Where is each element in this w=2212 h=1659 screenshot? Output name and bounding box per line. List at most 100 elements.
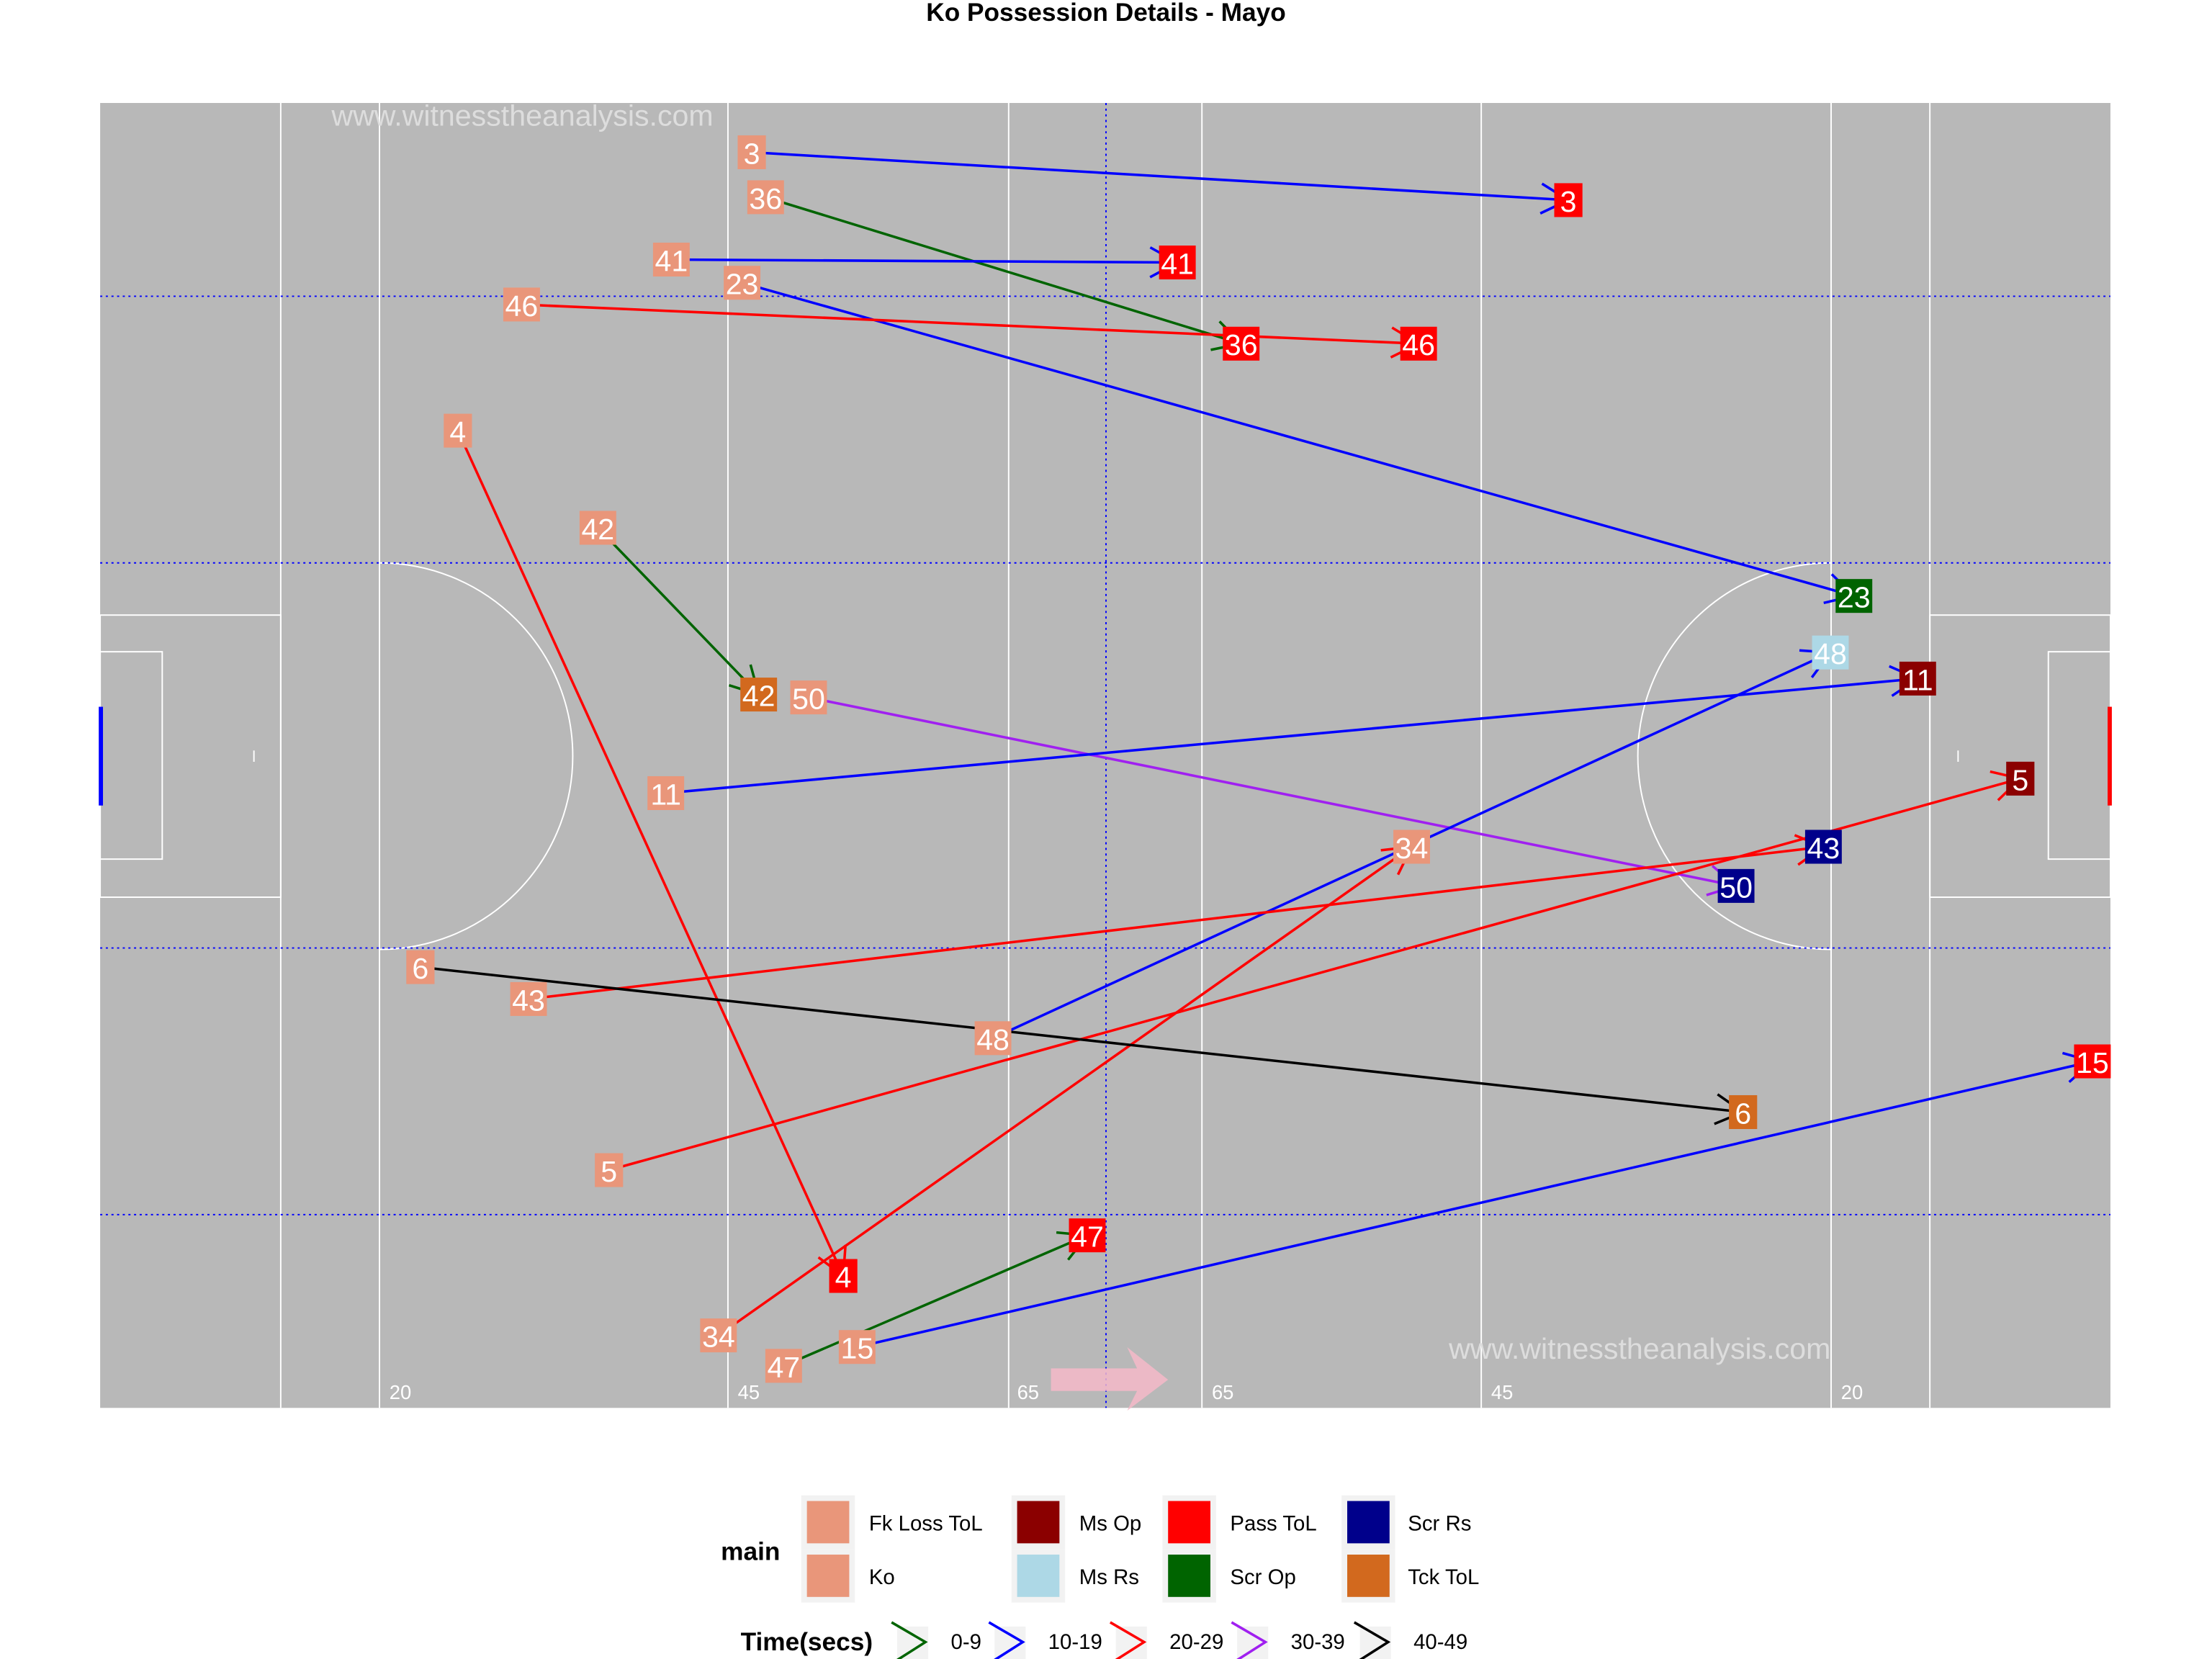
event-end-label: 4: [829, 1259, 858, 1294]
event-start-label: 47: [765, 1349, 802, 1384]
legend-time-30-39: 30-39: [1231, 1621, 1345, 1659]
legend-label: 10-19: [1048, 1630, 1102, 1654]
event-number: 41: [1161, 247, 1194, 280]
event-number: 3: [1560, 185, 1577, 218]
goal-right: [2108, 706, 2112, 806]
event-start-label: 5: [595, 1153, 624, 1188]
legend-label: Fk Loss ToL: [869, 1511, 983, 1535]
event-start-label: 41: [652, 242, 690, 277]
goal-left: [99, 706, 104, 806]
event-end-label: 23: [1835, 579, 1873, 614]
event-start-label: 23: [724, 266, 761, 301]
event-path-line: [608, 777, 2021, 1172]
event-number: 34: [702, 1321, 735, 1354]
label-box: [974, 1021, 1012, 1056]
yard-label: 45: [1491, 1381, 1513, 1403]
event-path-line: [808, 696, 1737, 888]
yard-label: 45: [738, 1381, 760, 1403]
label-box: [444, 413, 472, 448]
event-start-label: 34: [700, 1318, 737, 1354]
legend-time-20-29: 20-29: [1109, 1621, 1223, 1659]
event-start-label: 43: [510, 981, 547, 1017]
event-path-line: [420, 966, 1743, 1114]
event-number: 43: [1807, 832, 1840, 865]
watermark-top: www.witnesstheanalysis.com: [331, 99, 713, 132]
event-number: 6: [412, 952, 428, 985]
event-number: 15: [2076, 1046, 2109, 1079]
yard-label: 20: [1841, 1381, 1863, 1403]
legend-item-ms-rs: Ms Rs: [1011, 1549, 1139, 1603]
event-start-label: 4: [444, 413, 472, 449]
event-path-line: [856, 1060, 2093, 1349]
event-number: 50: [792, 683, 825, 716]
legend-time-10-19: 10-19: [988, 1621, 1102, 1659]
pitch-background: [100, 103, 2110, 1408]
label-box: [2074, 1044, 2111, 1079]
event-path-line: [457, 430, 845, 1277]
legend-item-ms-op: Ms Op: [1011, 1495, 1142, 1550]
event-number: 15: [840, 1332, 873, 1365]
event-path-line: [671, 258, 1178, 264]
event-end-label: 41: [1159, 246, 1196, 280]
event-path-line: [765, 196, 1242, 345]
event-path-line: [665, 677, 1918, 795]
legend-swatch: [806, 1501, 850, 1544]
legend-swatch: [1017, 1555, 1060, 1597]
legend-swatch: [1017, 1501, 1060, 1544]
label-box: [765, 1349, 802, 1383]
legend-swatch: [1168, 1501, 1210, 1544]
event-number: 46: [1402, 328, 1435, 361]
yard-label: 65: [1017, 1381, 1039, 1403]
legend: main Fk Loss ToL Ko Ms Op Ms Rs Pass ToL Scr …: [721, 1495, 1479, 1659]
event-number: 43: [512, 984, 545, 1017]
event-number: 50: [1719, 871, 1753, 904]
label-box: [406, 950, 435, 984]
legend-label: Ms Op: [1079, 1511, 1142, 1535]
legend-item-ko: Ko: [801, 1549, 895, 1603]
event-number: 48: [1814, 637, 1847, 670]
arrow-icon: [1353, 1621, 1391, 1659]
legend-time-40-49: 40-49: [1353, 1621, 1467, 1659]
legend-label: Scr Op: [1230, 1565, 1295, 1589]
legend-label: 30-39: [1291, 1630, 1345, 1654]
event-start-label: 50: [790, 680, 827, 716]
label-box: [1899, 661, 1936, 696]
event-number: 46: [505, 289, 539, 323]
label-box: [1717, 868, 1755, 903]
label-box: [737, 135, 766, 169]
event-number: 3: [744, 137, 760, 170]
label-box: [503, 287, 540, 322]
label-box: [1159, 246, 1196, 280]
event-number: 5: [2012, 763, 2028, 796]
event-end-label: 46: [1400, 326, 1437, 361]
event-start-label: 11: [647, 775, 685, 811]
legend-label: Scr Rs: [1408, 1511, 1471, 1535]
yard-label: 65: [1212, 1381, 1233, 1403]
legend-label: Ms Rs: [1079, 1565, 1139, 1589]
event-number: 4: [835, 1261, 852, 1294]
event-number: 48: [976, 1023, 1010, 1056]
legend-swatch: [1168, 1555, 1210, 1597]
label-box: [1729, 1094, 1758, 1129]
event-number: 41: [655, 244, 688, 277]
label-box: [647, 775, 685, 811]
event-path-line: [521, 303, 1419, 346]
event-end-label: 48: [1812, 635, 1849, 670]
label-box: [510, 981, 547, 1016]
legend-swatch: [1347, 1501, 1390, 1544]
event-number: 42: [581, 513, 614, 546]
label-box: [1393, 830, 1431, 864]
arrow-icon: [891, 1621, 928, 1659]
legend-item-tck-tol: Tck ToL: [1341, 1549, 1479, 1603]
direction-arrow-icon: [1051, 1347, 1169, 1411]
label-box: [829, 1259, 858, 1293]
arrow-icon: [988, 1621, 1025, 1659]
yard-label: 20: [390, 1381, 411, 1403]
legend-label: Tck ToL: [1408, 1565, 1479, 1589]
legend-item-fk-loss-tol: Fk Loss ToL: [801, 1495, 983, 1550]
event-end-label: 47: [1069, 1218, 1106, 1254]
event-number: 34: [1395, 832, 1429, 865]
event-start-label: 36: [747, 180, 784, 215]
